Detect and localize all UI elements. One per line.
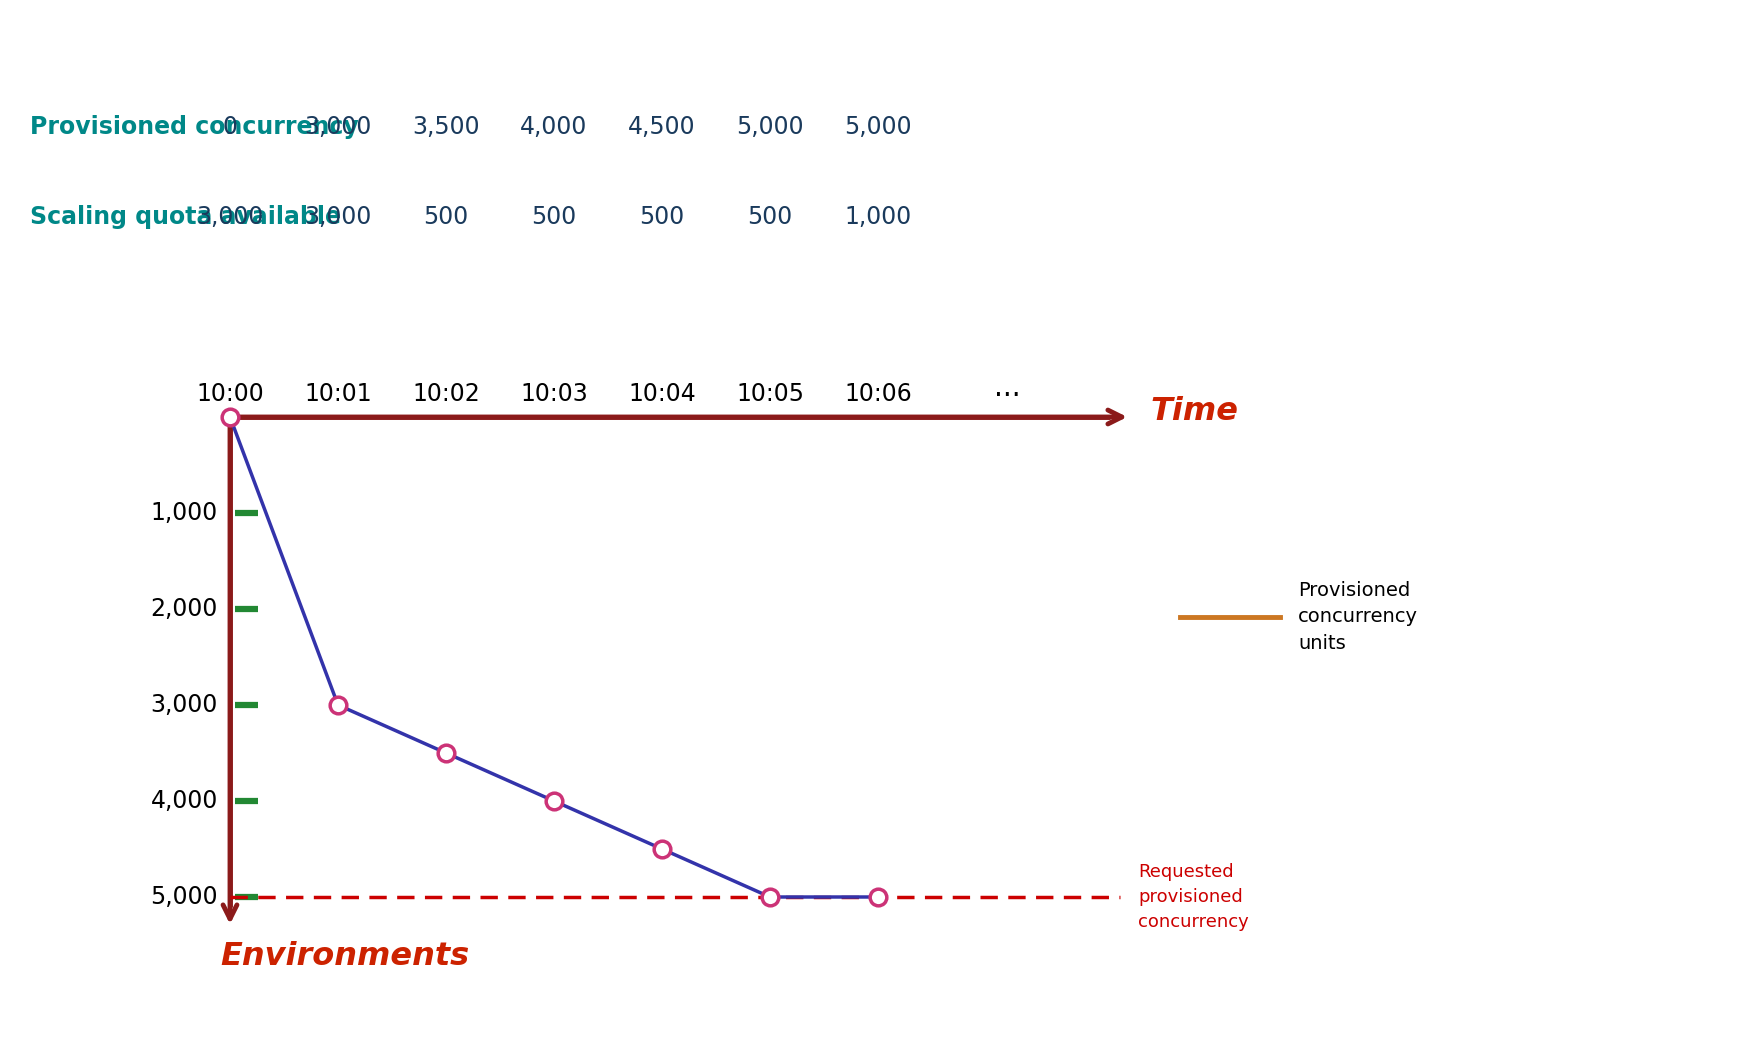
Text: 500: 500 xyxy=(639,205,685,229)
Text: Provisioned concurrency: Provisioned concurrency xyxy=(30,115,358,139)
Text: 10:01: 10:01 xyxy=(304,382,372,407)
Text: 500: 500 xyxy=(531,205,577,229)
Text: 3,500: 3,500 xyxy=(412,115,480,139)
Text: 5,000: 5,000 xyxy=(735,115,804,139)
Text: 500: 500 xyxy=(748,205,793,229)
Text: 10:04: 10:04 xyxy=(629,382,695,407)
Text: 10:06: 10:06 xyxy=(844,382,912,407)
Text: 4,000: 4,000 xyxy=(521,115,587,139)
Text: 10:02: 10:02 xyxy=(412,382,480,407)
Text: Environments: Environments xyxy=(220,941,470,972)
Text: 0: 0 xyxy=(222,115,238,139)
Text: 3,000: 3,000 xyxy=(304,115,372,139)
Text: 10:03: 10:03 xyxy=(521,382,589,407)
Text: 10:00: 10:00 xyxy=(196,382,264,407)
Text: 5,000: 5,000 xyxy=(150,885,218,909)
Text: 5,000: 5,000 xyxy=(844,115,912,139)
Text: 3,000: 3,000 xyxy=(304,205,372,229)
Text: Time: Time xyxy=(1150,396,1239,427)
Text: 2,000: 2,000 xyxy=(150,597,218,621)
Text: 1,000: 1,000 xyxy=(844,205,912,229)
Text: 4,500: 4,500 xyxy=(629,115,695,139)
Text: 3,000: 3,000 xyxy=(150,693,218,717)
Text: ···: ··· xyxy=(994,382,1020,410)
Text: 1,000: 1,000 xyxy=(150,501,218,525)
Text: Scaling quota available: Scaling quota available xyxy=(30,205,341,229)
Text: Provisioned
concurrency
units: Provisioned concurrency units xyxy=(1298,581,1419,653)
Text: 500: 500 xyxy=(423,205,468,229)
Text: Requested
provisioned
concurrency: Requested provisioned concurrency xyxy=(1137,863,1249,931)
Text: 4,000: 4,000 xyxy=(150,789,218,813)
Text: 10:05: 10:05 xyxy=(735,382,804,407)
Text: 3,000: 3,000 xyxy=(196,205,264,229)
